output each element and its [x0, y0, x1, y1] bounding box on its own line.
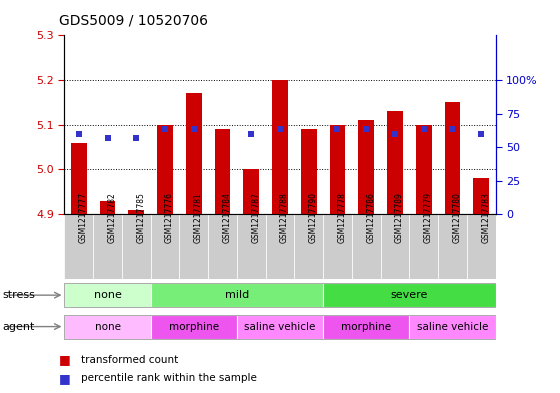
- Bar: [358, 120, 374, 214]
- Bar: [157, 125, 173, 214]
- Text: GSM1217785: GSM1217785: [136, 192, 145, 243]
- Bar: [128, 210, 144, 214]
- Text: GSM1217789: GSM1217789: [395, 192, 404, 243]
- Text: morphine: morphine: [341, 321, 391, 332]
- Bar: [352, 214, 381, 279]
- Bar: [64, 214, 93, 279]
- Bar: [93, 214, 122, 279]
- Text: percentile rank within the sample: percentile rank within the sample: [81, 373, 257, 383]
- Text: stress: stress: [3, 290, 36, 300]
- Text: GSM1217780: GSM1217780: [452, 192, 461, 243]
- Text: GSM1217778: GSM1217778: [338, 192, 347, 243]
- Bar: [381, 214, 409, 279]
- Text: morphine: morphine: [169, 321, 219, 332]
- Text: transformed count: transformed count: [81, 354, 179, 365]
- Bar: [416, 125, 432, 214]
- Text: saline vehicle: saline vehicle: [417, 321, 488, 332]
- Text: ■: ■: [59, 371, 71, 385]
- Bar: [64, 314, 151, 339]
- Bar: [151, 314, 237, 339]
- Bar: [237, 214, 265, 279]
- Text: GSM1217790: GSM1217790: [309, 192, 318, 243]
- Text: GSM1217779: GSM1217779: [424, 192, 433, 243]
- Text: GSM1217781: GSM1217781: [194, 192, 203, 243]
- Bar: [151, 283, 323, 307]
- Bar: [438, 214, 467, 279]
- Text: GSM1217784: GSM1217784: [222, 192, 231, 243]
- Text: severe: severe: [391, 290, 428, 300]
- Bar: [301, 129, 316, 214]
- Bar: [272, 80, 288, 214]
- Text: agent: agent: [3, 321, 35, 332]
- Text: GSM1217783: GSM1217783: [481, 192, 490, 243]
- Bar: [323, 283, 496, 307]
- Text: none: none: [94, 290, 122, 300]
- Bar: [208, 214, 237, 279]
- Bar: [237, 314, 323, 339]
- Bar: [179, 214, 208, 279]
- Bar: [467, 214, 496, 279]
- Bar: [473, 178, 489, 214]
- Bar: [387, 111, 403, 214]
- Bar: [71, 143, 87, 214]
- Bar: [122, 214, 151, 279]
- Text: GSM1217776: GSM1217776: [165, 192, 174, 243]
- Text: ■: ■: [59, 353, 71, 366]
- Text: GDS5009 / 10520706: GDS5009 / 10520706: [59, 14, 208, 28]
- Bar: [323, 214, 352, 279]
- Text: saline vehicle: saline vehicle: [244, 321, 316, 332]
- Text: mild: mild: [225, 290, 249, 300]
- Bar: [445, 103, 460, 214]
- Bar: [409, 314, 496, 339]
- Bar: [244, 169, 259, 214]
- Text: GSM1217788: GSM1217788: [280, 192, 289, 243]
- Bar: [64, 283, 151, 307]
- Bar: [409, 214, 438, 279]
- Bar: [100, 201, 115, 214]
- Bar: [323, 314, 409, 339]
- Text: none: none: [95, 321, 120, 332]
- Bar: [186, 94, 202, 214]
- Text: GSM1217777: GSM1217777: [79, 192, 88, 243]
- Text: GSM1217782: GSM1217782: [108, 192, 116, 243]
- Text: GSM1217786: GSM1217786: [366, 192, 375, 243]
- Bar: [151, 214, 179, 279]
- Bar: [214, 129, 230, 214]
- Text: GSM1217787: GSM1217787: [251, 192, 260, 243]
- Bar: [295, 214, 323, 279]
- Bar: [265, 214, 295, 279]
- Bar: [330, 125, 346, 214]
